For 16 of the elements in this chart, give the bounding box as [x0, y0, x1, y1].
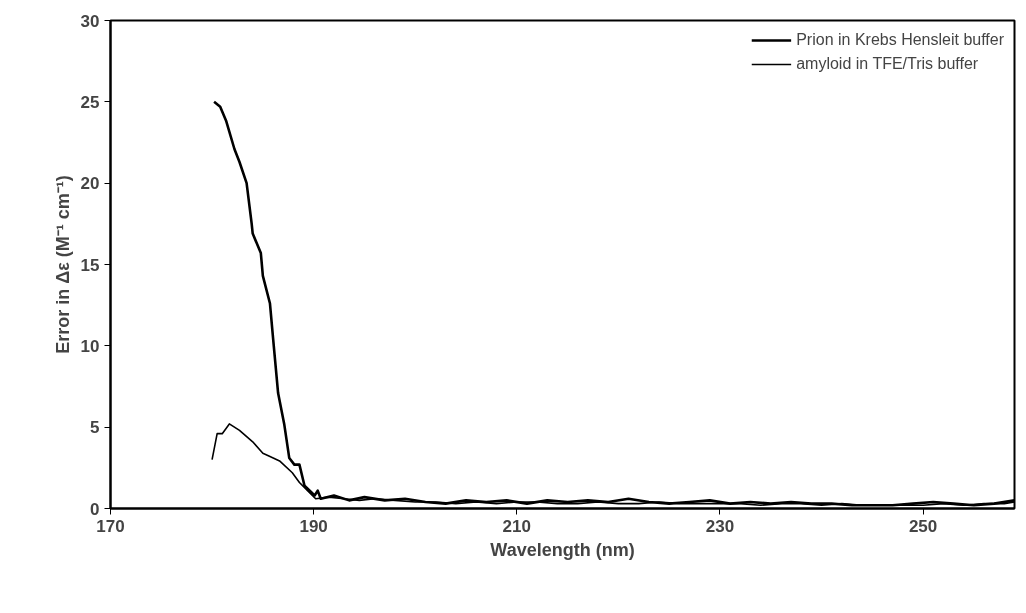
y-tick-label: 25	[80, 92, 100, 112]
x-tick-label: 210	[502, 516, 531, 536]
y-tick-label: 20	[80, 174, 100, 194]
y-tick-label: 15	[80, 255, 100, 275]
y-tick-label: 30	[80, 11, 100, 31]
x-axis-title: Wavelength (nm)	[490, 539, 635, 560]
y-tick-label: 0	[90, 499, 100, 519]
x-tick-label: 170	[96, 516, 125, 536]
x-tick-label: 230	[705, 516, 735, 536]
y-axis-title: Error in Δε (M⁻¹ cm⁻¹)	[52, 175, 73, 354]
y-tick-label: 10	[80, 336, 100, 356]
legend-label: amyloid in TFE/Tris buffer	[796, 55, 979, 73]
y-tick-label: 5	[90, 418, 100, 438]
x-tick-label: 190	[299, 516, 328, 536]
x-tick-label: 250	[908, 516, 938, 536]
legend-label: Prion in Krebs Hensleit buffer	[796, 31, 1004, 49]
